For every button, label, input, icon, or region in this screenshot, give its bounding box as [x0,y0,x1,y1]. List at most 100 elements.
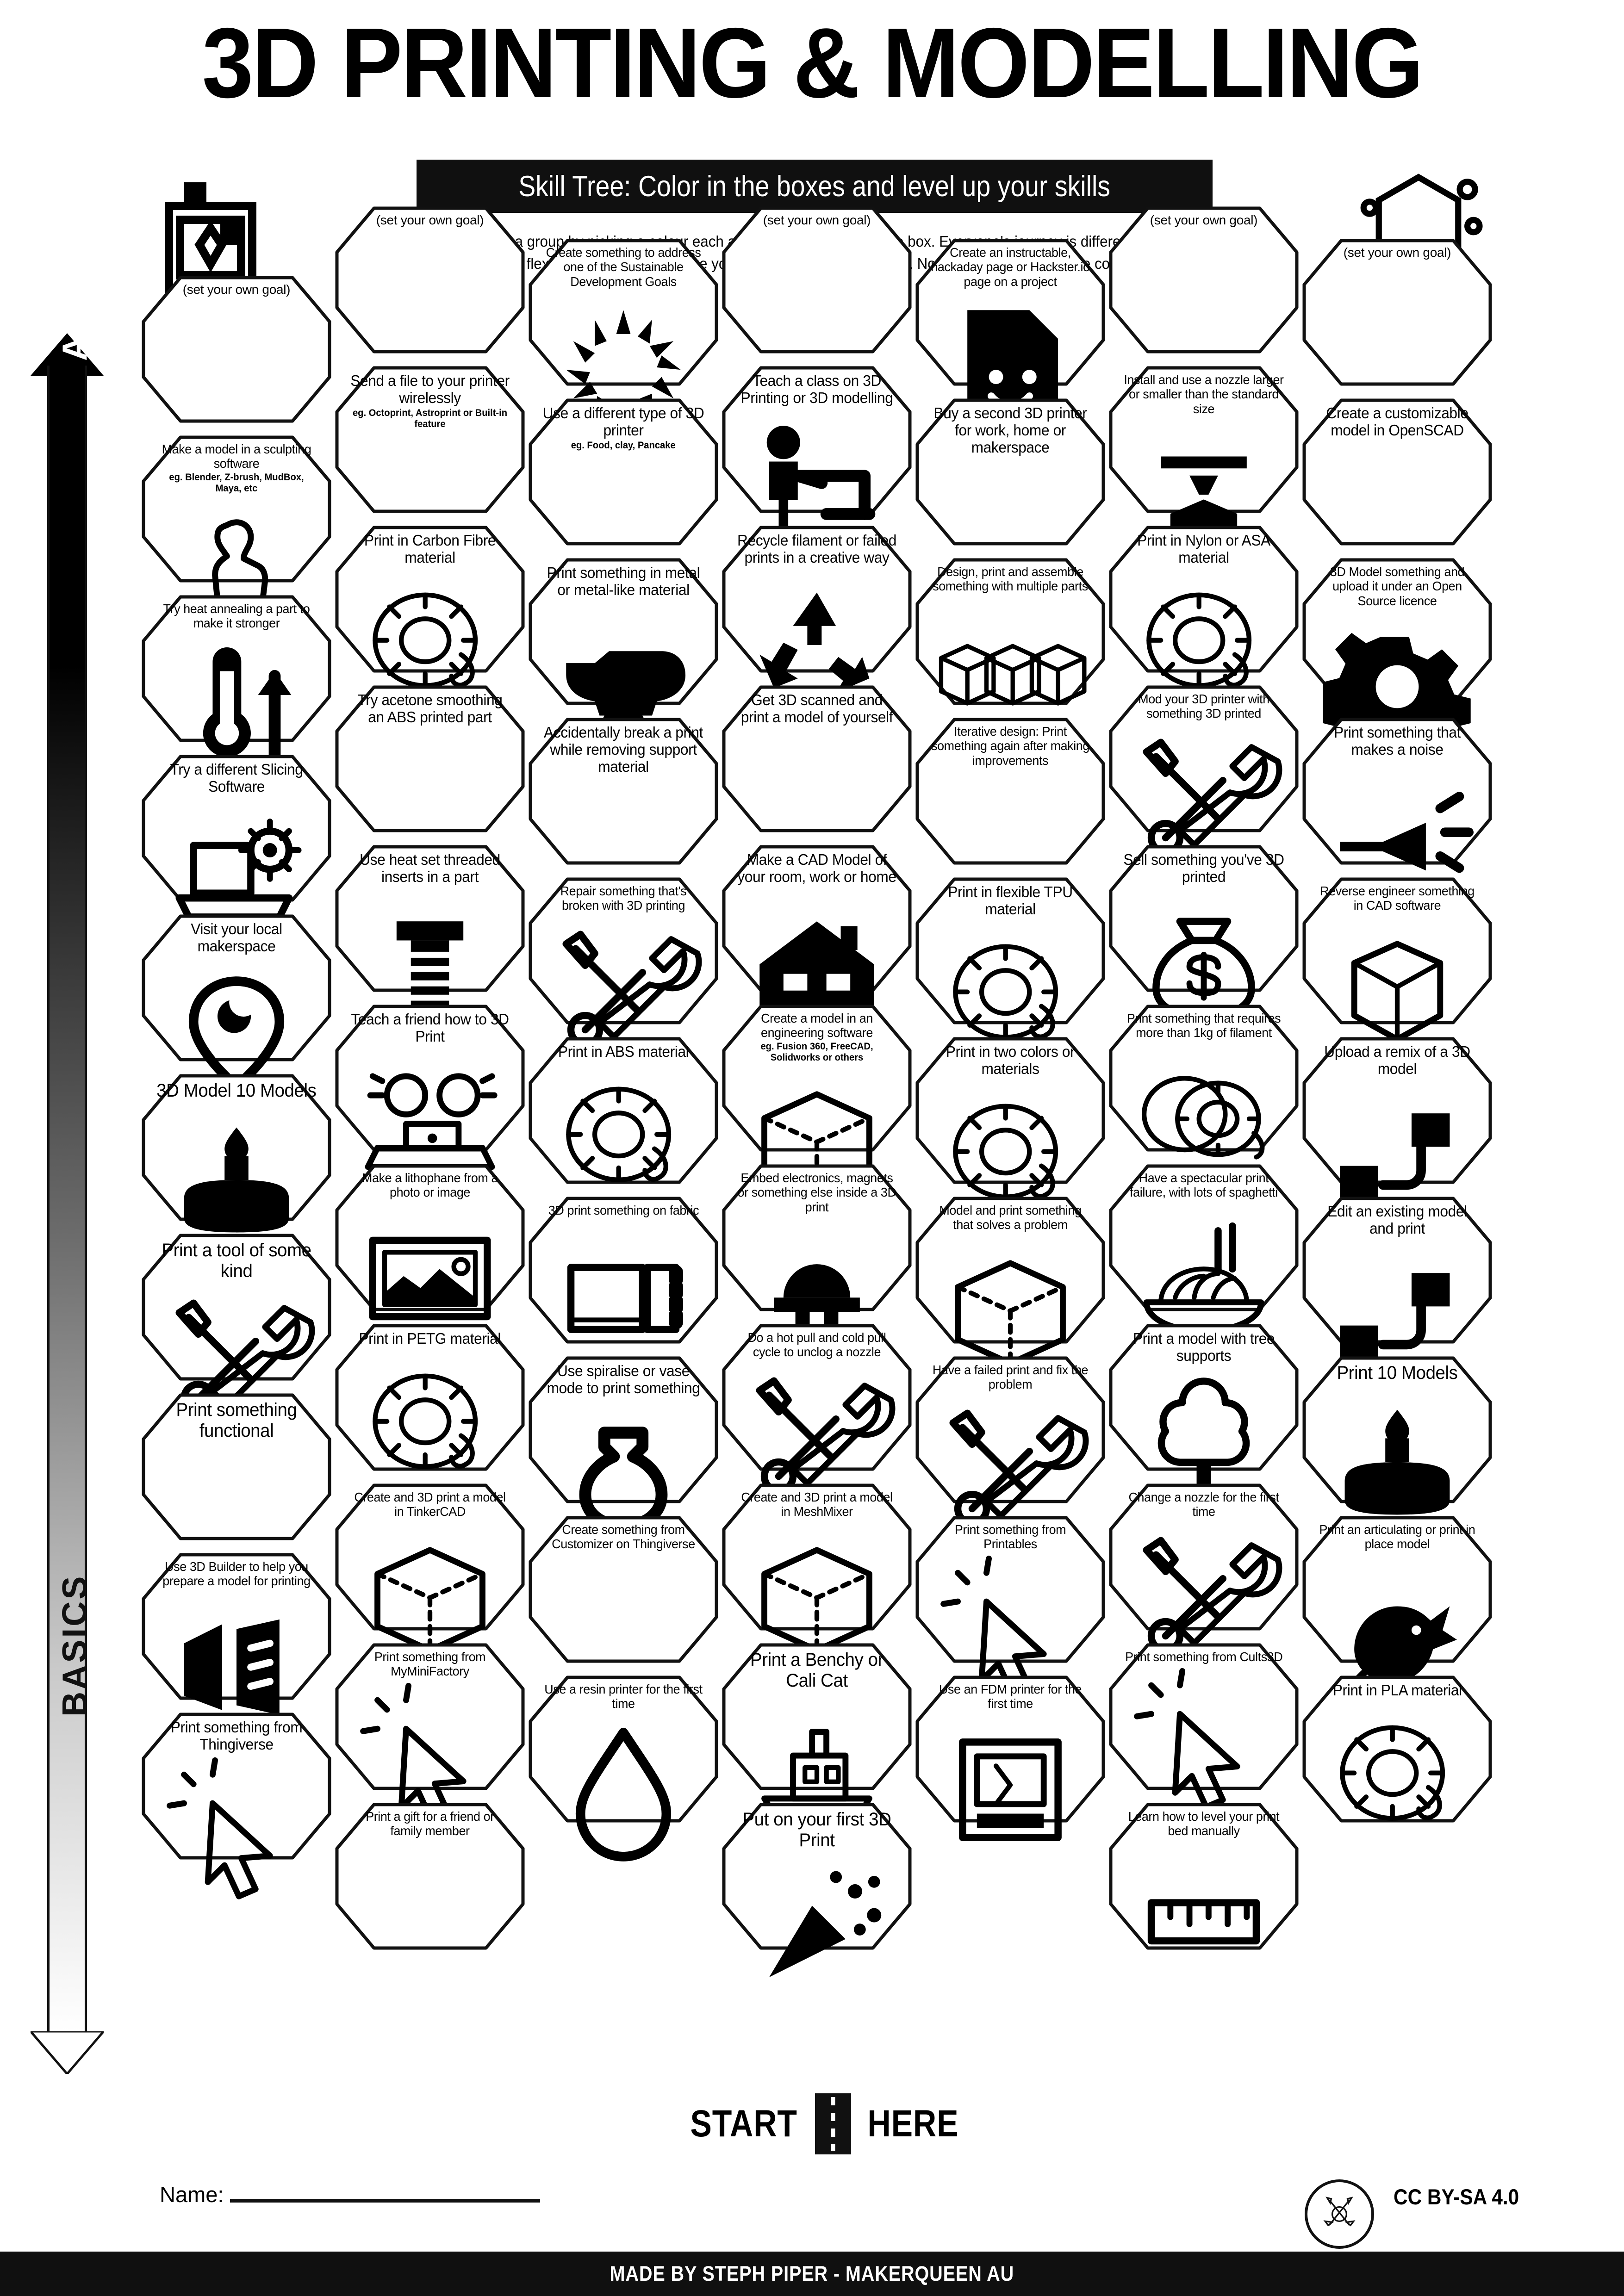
skill-hexagon[interactable]: Print a gift for a friend or family memb… [335,1800,525,1953]
skill-hexagon[interactable]: Have a failed print and fix the problem [915,1353,1106,1527]
skill-hexagon[interactable]: Put on your first 3D Print [722,1800,912,1977]
skill-hexagon[interactable]: Change a nozzle for the first time [1108,1481,1299,1654]
skill-hexagon[interactable]: Do a hot pull and cold pull cycle to unc… [722,1321,912,1494]
skill-hexagon[interactable]: Print in ABS material [528,1034,719,1187]
skill-hexagon[interactable]: Make a model in a sculpting software eg. … [141,433,332,624]
skill-hexagon[interactable]: Print something from Thingiverse [141,1710,332,1899]
skill-hexagon[interactable]: Print a Benchy or Cali Cat [722,1640,912,1825]
skill-hexagon[interactable]: Print something that requires more than … [1108,1002,1299,1160]
skill-hexagon[interactable]: Create something from Customizer on Thin… [528,1513,719,1666]
name-field[interactable]: Name: [160,2182,541,2207]
skill-hexagon[interactable]: Print something from Printables [915,1513,1106,1698]
skill-sublabel: eg. Blender, Z-brush, MudBox, Maya, etc [169,472,304,494]
skill-hexagon[interactable]: 3D Model something and upload it under a… [1302,555,1493,763]
skill-hexagon[interactable]: Print 10 Models [1302,1353,1493,1515]
cursor-click-icon [141,1756,332,1908]
skill-hexagon[interactable]: Try acetone smoothing an ABS printed par… [335,683,525,835]
skill-label: (set your own goal) [1343,245,1451,260]
skill-hexagon[interactable]: Learn how to level your print bed manual… [1108,1800,1299,1953]
house-icon [722,888,912,1041]
skill-hexagon[interactable]: Print an articulating or print in place … [1302,1513,1493,1700]
skill-label: Edit an existing model and print [1327,1203,1467,1237]
skill-hexagon[interactable]: Send a file to your printer wirelessly eg… [335,363,525,516]
skill-hexagon[interactable]: Print something functional [141,1390,332,1543]
skill-hexagon[interactable]: Print in Carbon Fibre material [335,523,525,688]
road-icon [815,2093,852,2154]
skill-hexagon[interactable]: Print in PLA material [1302,1673,1493,1825]
skill-label: Send a file to your printer wirelessly [350,372,510,406]
skill-label: Iterative design: Print something again … [931,724,1089,768]
skill-hexagon[interactable]: Use 3D Builder to help you prepare a mod… [141,1550,332,1715]
cube-dotted-icon [335,1521,525,1674]
skill-hexagon[interactable]: Use heat set threaded inserts in a part [335,842,525,1007]
skill-hexagon[interactable]: Use a different type of 3D printer eg. Fo… [528,396,719,548]
skill-label: Print a model with tree supports [1132,1330,1275,1364]
skill-hexagon[interactable]: (set your own goal) [1302,236,1493,389]
skill-label: (set your own goal) [1150,213,1258,227]
skill-label: Print 10 Models [1337,1363,1458,1383]
cube-dotted-icon [722,1521,912,1674]
skill-hexagon[interactable]: Have a spectacular print failure, with l… [1108,1161,1299,1334]
skill-hexagon[interactable]: Make a CAD Model of your room, work or h… [722,842,912,1012]
cursor-click-icon [1108,1666,1299,1819]
skill-hexagon[interactable]: Mod your 3D printer with something 3D pr… [1108,683,1299,856]
skill-hexagon[interactable]: Reverse engineer something in CAD softwa… [1302,875,1493,1043]
skill-hexagon[interactable]: Print in two colors or materials [915,1034,1106,1199]
subtitle-banner: Skill Tree: Color in the boxes and level… [417,160,1213,213]
skill-label: Create a customizable model in OpenSCAD [1326,404,1468,439]
skill-label: Print in PLA material [1332,1682,1462,1699]
name-input-rule[interactable] [230,2199,541,2203]
skill-hexagon[interactable]: Try a different Slicing Software [141,752,332,921]
skill-hexagon[interactable]: (set your own goal) [335,204,525,356]
skill-hexagon[interactable]: Create something to address one of the S… [528,236,719,430]
skill-hexagon[interactable]: Create an instructable, hackaday page or… [915,236,1106,425]
skill-hexagon[interactable]: Create a customizable model in OpenSCAD [1302,396,1493,548]
skill-hexagon[interactable]: Teach a class on 3D Printing or 3D model… [722,363,912,538]
tools-icon [528,915,719,1068]
skill-hexagon[interactable]: (set your own goal) [141,273,332,426]
skill-hexagon[interactable]: Recycle filament or failed prints in a c… [722,523,912,693]
skill-hexagon[interactable]: Use spiralise or vase mode to print some… [528,1353,719,1532]
skill-hexagon[interactable]: Print a model with tree supports [1108,1321,1299,1496]
skill-hexagon[interactable]: Print something in metal or metal-like m… [528,555,719,730]
skill-hexagon[interactable]: Model and print something that solves a … [915,1194,1106,1366]
skill-hexagon[interactable]: Print in flexible TPU material [915,875,1106,1040]
skill-hexagon[interactable]: Edit an existing model and print [1302,1194,1493,1359]
skill-hexagon[interactable]: Create and 3D print a model in TinkerCAD [335,1481,525,1653]
skill-hexagon[interactable]: Iterative design: Print something again … [915,715,1106,868]
skill-hexagon[interactable]: Repair something that's broken with 3D p… [528,875,719,1048]
skill-hexagon[interactable]: Use a resin printer for the first time [528,1673,719,1862]
skill-hexagon[interactable]: Get 3D scanned and print a model of your… [722,683,912,835]
skill-hexagon[interactable]: Print something from MyMiniFactory [335,1640,525,1825]
skill-hexagon[interactable]: Teach a friend how to 3D Print [335,1002,525,1170]
skill-hexagon[interactable]: (set your own goal) [1108,204,1299,356]
skill-hexagon[interactable]: Design, print and assemble something wit… [915,555,1106,708]
skill-hexagon[interactable]: Install and use a nozzle larger or small… [1108,363,1299,552]
difficulty-axis [28,333,106,2074]
skill-hexagon[interactable]: Make a lithophane from a photo or image [335,1161,525,1320]
skill-hexagon[interactable]: Print a tool of some kind [141,1231,332,1416]
skill-hexagon[interactable]: Print something that makes a noise [1302,715,1493,873]
skill-label: Visit your local makerspace [191,920,282,955]
start-word: START [690,2103,797,2145]
skill-hexagon[interactable]: (set your own goal) [722,204,912,356]
skill-hexagon[interactable]: Buy a second 3D printer for work, home o… [915,396,1106,548]
skill-hexagon[interactable]: Use an FDM printer for the first time [915,1673,1106,1841]
skill-hexagon[interactable]: Print something from Cults3D [1108,1640,1299,1811]
skill-hexagon[interactable]: 3D Model 10 Models [141,1071,332,1233]
cake-icon [141,1104,332,1256]
skill-hexagon[interactable]: Sell something you've 3D printed [1108,842,1299,1021]
skill-hexagon[interactable]: Upload a remix of a 3D model [1302,1034,1493,1199]
skill-hexagon[interactable]: Embed electronics, magnets or something … [722,1161,912,1346]
skill-hexagon[interactable]: Visit your local makerspace [141,912,332,1091]
cube-outline-icon [1302,915,1493,1068]
skill-label: Do a hot pull and cold pull cycle to unc… [747,1330,886,1359]
skill-hexagon[interactable]: Try heat annealing a part to make it str… [141,592,332,763]
skill-hexagon[interactable]: Accidentally break a print while removin… [528,715,719,868]
skill-hexagon[interactable]: 3D print something on fabric [528,1194,719,1347]
skill-hexagon[interactable]: Print in PETG material [335,1321,525,1474]
skill-hexagon[interactable]: Create a model in an engineering softwar… [722,1002,912,1198]
two-spools-icon [1108,1043,1299,1195]
skill-hexagon[interactable]: Create and 3D print a model in MeshMixer [722,1481,912,1653]
skill-hexagon[interactable]: Print in Nylon or ASA material [1108,523,1299,688]
